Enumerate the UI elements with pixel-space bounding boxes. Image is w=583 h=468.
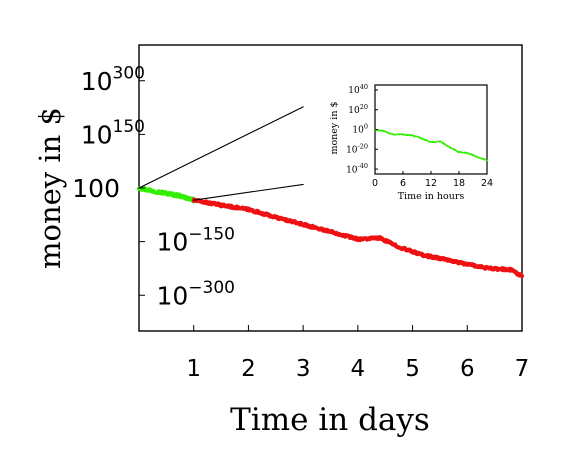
inset-y-tick-exponent: -40 (358, 162, 368, 170)
inset-y-tick-base: 10 (352, 126, 364, 136)
inset-y-tick-label: 1040 (348, 83, 368, 96)
inset-x-tick-label: 6 (400, 178, 406, 189)
main-y-tick-label: 10−150 (156, 224, 235, 256)
inset-y-tick-exponent: 20 (360, 103, 368, 111)
main-marks (136, 106, 525, 279)
main-x-tick-label: 4 (351, 356, 366, 382)
inset-y-tick-exponent: 0 (364, 123, 368, 131)
inset-y-tick-base: 10 (346, 146, 358, 156)
main-x-axis-label: Time in days (230, 402, 430, 438)
main-x-tick-label: 1 (186, 356, 201, 382)
main-y-tick-base: 10 (156, 228, 188, 257)
inset-x-tick-label: 24 (481, 178, 493, 189)
main-x-tick-label: 6 (460, 356, 475, 382)
inset-x-axis-label: Time in hours (398, 191, 465, 202)
main-y-tick-exponent: −300 (188, 278, 235, 298)
main-x-tick-label: 2 (241, 356, 256, 382)
inset-y-tick-base: 10 (348, 86, 360, 96)
inset-y-tick-base: 10 (348, 106, 360, 116)
main-y-tick-base: 10 (81, 120, 113, 149)
inset-y-axis-label: money in $ (329, 101, 340, 154)
inset-marks (374, 128, 488, 162)
inset-x-tick-label: 0 (372, 178, 378, 189)
main-x-tick-label: 7 (515, 356, 530, 382)
inset-x-tick-label: 12 (425, 178, 437, 189)
main-y-tick-label: 10300 (81, 64, 145, 96)
main-x-tick-label: 5 (405, 356, 420, 382)
inset-y-tick-exponent: 40 (360, 83, 368, 91)
inset-y-tick-exponent: -20 (358, 142, 368, 150)
main-y-axis-label: money in $ (33, 107, 67, 269)
inset-y-tick-label: 10-40 (346, 162, 368, 175)
main-y-tick-exponent: 300 (113, 64, 145, 84)
main-series-line-3 (193, 183, 304, 201)
main-y-tick-base: 100 (72, 174, 120, 203)
main-series-line-1 (191, 197, 525, 279)
main-y-tick-exponent: −150 (188, 224, 235, 244)
inset-plot-frame (374, 84, 488, 175)
inset-x-tick-label: 18 (453, 178, 465, 189)
main-y-tick-label: 10−300 (156, 278, 235, 310)
inset-y-tick-base: 10 (346, 165, 358, 175)
main-y-tick-base: 10 (156, 281, 188, 310)
inset-series-line-0 (374, 128, 488, 162)
main-y-tick-label: 10150 (81, 117, 145, 149)
main-y-tick-label: 100 (72, 174, 120, 203)
main-series-line-0 (136, 186, 196, 204)
inset-y-tick-label: 10-20 (346, 142, 368, 155)
main-y-tick-exponent: 150 (113, 117, 145, 137)
main-x-tick-label: 3 (296, 356, 311, 382)
inset-y-tick-label: 100 (352, 123, 368, 136)
main-y-tick-base: 10 (81, 67, 113, 96)
main-series-line-2 (138, 106, 304, 189)
inset-y-tick-label: 1020 (348, 103, 368, 116)
